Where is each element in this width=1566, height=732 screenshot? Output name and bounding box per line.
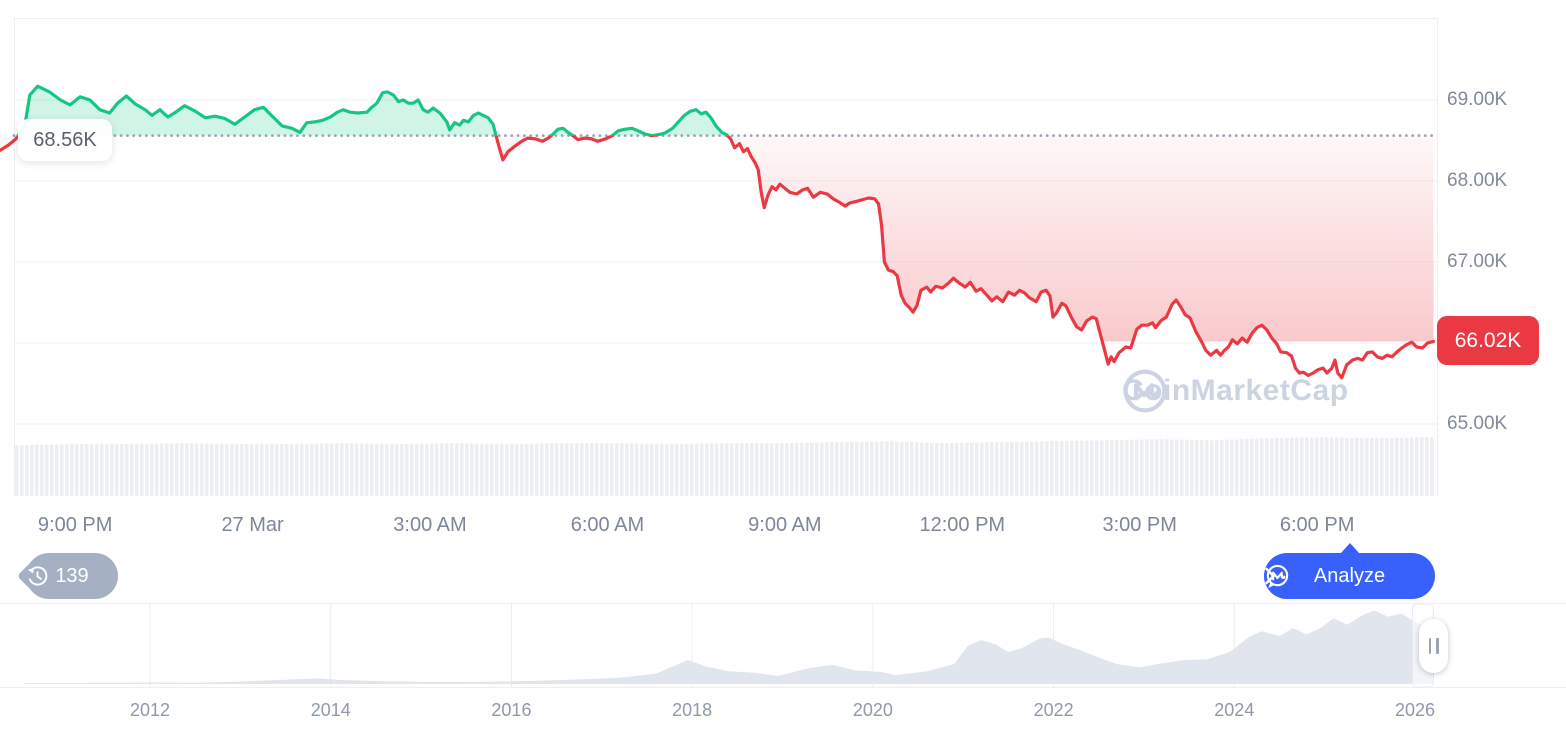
x-axis-label: 3:00 AM [393,514,467,536]
handle-grip-bar [1428,638,1431,654]
x-axis-label: 6:00 PM [1279,514,1355,536]
navigator-chart[interactable] [0,600,1566,695]
chevron-right-icon [1265,567,1275,585]
navigator-year-label: 2020 [852,700,893,720]
coinmarketcap-logo-icon [1123,369,1167,413]
badge-pill: 139 [26,553,118,599]
watermark: CoinMarketCap [1122,369,1349,413]
x-axis-label: 9:00 AM [748,514,822,536]
y-axis-label: 69.00K [1447,89,1508,110]
navigator-year-label: 2012 [129,700,171,720]
x-axis-label: 3:00 PM [1102,514,1177,536]
x-axis-label: 12:00 PM [919,514,1006,536]
handle-grip-bar [1436,638,1439,654]
y-axis-label: 68.00K [1447,170,1508,191]
navigator-year-label: 2014 [310,700,351,720]
analyze-tooltip-pointer [1341,543,1359,553]
open-price-label: 68.56K [18,119,112,161]
navigator-year-label: 2016 [491,700,532,720]
x-axis-label: 27 Mar [221,514,284,536]
last-price-badge: 66.02K [1437,316,1539,365]
navigator-year-label: 2018 [672,700,713,720]
clock-history-icon [27,565,48,586]
analyze-button[interactable]: Analyze [1264,553,1435,599]
x-axis-label: 6:00 AM [570,514,645,536]
coinmarketcap-bubble-icon [1266,564,1289,588]
history-count: 139 [55,564,89,587]
analyze-label: Analyze [1313,564,1386,587]
last-price-value: 66.02K [1454,328,1522,352]
price-line-up [16,84,730,136]
navigator-year-label: 2022 [1033,700,1074,720]
navigator-resize-handle[interactable] [1419,619,1448,673]
navigator-year-label: 2026 [1395,700,1436,720]
navigator-area-series [23,610,1434,684]
y-axis-label: 67.00K [1447,251,1508,272]
open-price-value: 68.56K [33,128,97,151]
price-line-down [0,135,1436,380]
navigator-year-label: 2024 [1214,700,1255,720]
volume-bars [15,437,1434,496]
y-axis-label: 65.00K [1447,413,1508,434]
x-axis-label: 9:00 PM [37,514,113,536]
main-price-chart[interactable] [0,0,1566,500]
